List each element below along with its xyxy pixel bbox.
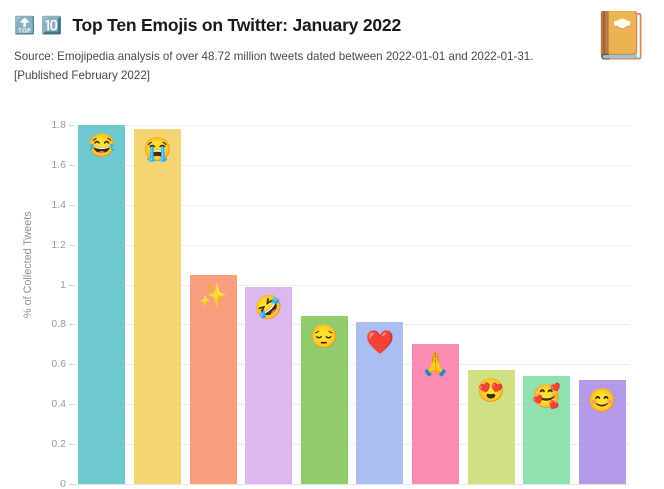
emoji-red-heart-icon: ❤️ — [365, 329, 395, 356]
gridline — [74, 324, 630, 326]
y-axis-tick-label: 0.4 — [51, 398, 66, 411]
emoji-smiling-face-with-hearts-icon: 🥰 — [532, 383, 561, 410]
gridline — [74, 244, 630, 246]
y-axis-tick-label: 1.8 — [51, 119, 66, 131]
keycap-ten-icon: 🔟 — [41, 15, 63, 35]
y-axis-tick-label: 1.6 — [51, 158, 66, 171]
chart-subtitle: Source: Emojipedia analysis of over 48.7… — [14, 50, 534, 83]
bar-smiling-face-with-hearts[interactable]: 🥰 — [523, 376, 571, 484]
bar-smiling-face-with-heart-eyes[interactable]: 😍 — [467, 370, 515, 484]
emoji-loudly-crying-face-icon: 😭 — [143, 136, 172, 162]
y-axis-tick-mark — [69, 164, 74, 166]
y-axis-tick-label: 0.8 — [51, 318, 66, 331]
page-title: Top Ten Emojis on Twitter: January 2022 — [72, 14, 402, 35]
y-axis-tick-mark — [69, 324, 74, 326]
y-axis-tick-mark — [69, 404, 74, 406]
emoji-face-with-tears-of-joy-icon: 😂 — [87, 132, 117, 158]
emoji-rolling-on-the-floor-laughing-icon: 🤣 — [254, 293, 283, 320]
bar-folded-hands[interactable]: 🙏 — [411, 344, 459, 484]
bar-face-with-tears-of-joy[interactable]: 😂 — [78, 125, 126, 484]
gridline — [74, 204, 630, 206]
notebook-icon: 📔 — [592, 9, 650, 61]
bar-smiling-face-with-smiling-eyes[interactable]: 😊 — [578, 380, 626, 484]
bar-loudly-crying-face[interactable]: 😭 — [133, 129, 181, 484]
y-axis-tick-mark — [69, 125, 74, 126]
y-axis-tick-label: 0.6 — [51, 358, 66, 371]
plot-area: 😂 😭 ✨ 🤣 😔 ❤️ 🙏 😍 🥰 😊 — [74, 125, 630, 485]
bar-red-heart[interactable]: ❤️ — [356, 322, 404, 484]
y-axis-tick-label: 1 — [60, 278, 66, 291]
title-row: 🔝 🔟 Top Ten Emojis on Twitter: January 2… — [14, 12, 650, 38]
emoji-smiling-face-with-smiling-eyes-icon: 😊 — [587, 387, 617, 414]
y-axis-tick-label: 1.2 — [51, 238, 66, 251]
y-axis-tick-mark — [69, 444, 74, 446]
y-axis-tick-mark — [69, 244, 74, 246]
y-axis-tick-label: 0 — [60, 478, 66, 489]
chart-header: 🔝 🔟 Top Ten Emojis on Twitter: January 2… — [0, 0, 664, 108]
emoji-smiling-face-with-heart-eyes-icon: 😍 — [476, 377, 506, 404]
y-axis-tick-mark — [69, 484, 74, 485]
emoji-sparkles-icon: ✨ — [198, 281, 228, 308]
y-axis-tick-label: 1.4 — [51, 198, 66, 211]
bar-chart: % of Collected Tweets 😂 😭 ✨ 🤣 😔 ❤️ 🙏 😍 🥰 😊 0 0.2 0.… — [0, 108, 664, 489]
gridline — [74, 444, 630, 446]
gridline — [74, 164, 630, 166]
bar-pensive-face[interactable]: 😔 — [300, 316, 348, 484]
gridline — [74, 284, 630, 286]
emoji-folded-hands-icon: 🙏 — [421, 351, 450, 378]
gridline — [74, 364, 630, 366]
bar-rolling-on-the-floor-laughing[interactable]: 🤣 — [245, 286, 293, 484]
gridline — [74, 125, 630, 126]
bar-sparkles[interactable]: ✨ — [189, 274, 237, 484]
emoji-pensive-face-icon: 😔 — [309, 323, 339, 350]
y-axis-tick-mark — [69, 364, 74, 366]
gridline — [74, 404, 630, 406]
y-axis-title: % of Collected Tweets — [22, 211, 34, 318]
y-axis-tick-mark — [69, 284, 74, 286]
y-axis-tick-label: 0.2 — [51, 438, 66, 451]
y-axis-tick-mark — [69, 204, 74, 206]
top-arrow-icon: 🔝 — [14, 15, 36, 35]
gridline — [74, 484, 630, 485]
